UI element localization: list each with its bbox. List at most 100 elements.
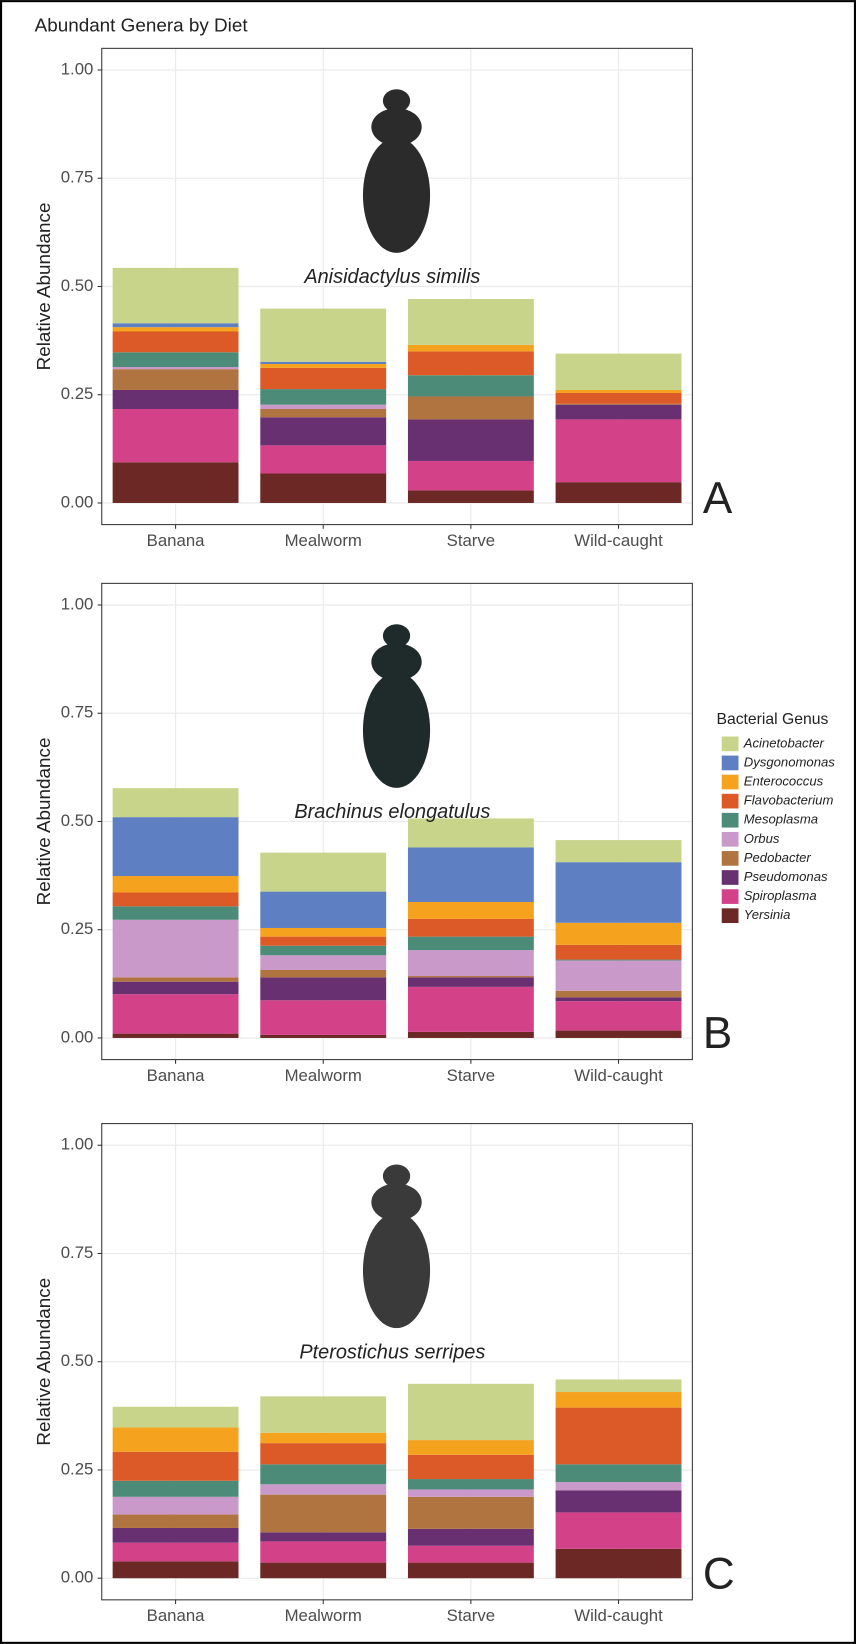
bar-segment (408, 1497, 534, 1529)
y-tick-label: 0.25 (61, 384, 94, 403)
y-axis-label: Relative Abundance (34, 738, 55, 906)
bar-segment (113, 352, 239, 367)
bar-segment (260, 1443, 386, 1464)
bar-segment (260, 368, 386, 389)
beetle-abdomen (363, 138, 430, 253)
bar-segment (260, 474, 386, 503)
bar-segment (113, 327, 239, 331)
bar-segment (556, 923, 682, 945)
x-tick-label: Starve (447, 531, 495, 550)
bar-segment (260, 1396, 386, 1432)
y-tick-label: 0.75 (61, 168, 94, 187)
bar-segment (113, 920, 239, 978)
x-tick-label: Banana (147, 1066, 205, 1085)
bar-segment (556, 482, 682, 503)
bar-segment (408, 345, 534, 351)
bar-segment (556, 1512, 682, 1548)
bar-segment (408, 1032, 534, 1038)
bar-segment (260, 1541, 386, 1562)
bar-segment (260, 389, 386, 405)
bar-segment (556, 1482, 682, 1490)
bar-segment (260, 928, 386, 937)
x-tick-label: Wild-caught (574, 531, 663, 550)
bar-segment (556, 862, 682, 923)
bar-segment (260, 853, 386, 892)
legend-swatch (722, 794, 739, 809)
panel-label: C (703, 1549, 735, 1598)
bar-segment (113, 1407, 239, 1428)
bar-segment (556, 393, 682, 404)
y-tick-label: 0.25 (61, 919, 94, 938)
bar-segment (408, 351, 534, 375)
bar-segment (556, 960, 682, 990)
bar-segment (556, 1490, 682, 1512)
legend-label: Pedobacter (744, 850, 812, 865)
bar-segment (408, 396, 534, 419)
figure: Abundant Genera by Diet Bacterial Genus … (0, 0, 856, 1644)
bar-segment (556, 997, 682, 1001)
bar-segment (113, 788, 239, 817)
bar-segment (113, 268, 239, 323)
x-tick-label: Wild-caught (574, 1066, 663, 1085)
bar-segment (556, 419, 682, 482)
bar-segment (260, 937, 386, 946)
y-axis-label: Relative Abundance (34, 1278, 55, 1446)
bar-segment (260, 417, 386, 445)
bar-segment (408, 1489, 534, 1496)
y-tick-label: 0.50 (61, 276, 94, 295)
beetle-abdomen (363, 673, 430, 788)
bar-segment (556, 1379, 682, 1392)
bar-segment (113, 390, 239, 409)
bar-segment (408, 1384, 534, 1440)
bar-segment (260, 1000, 386, 1035)
bar-segment (260, 362, 386, 364)
beetle-head (383, 624, 410, 647)
bar-segment (556, 1549, 682, 1578)
bar-segment (556, 404, 682, 405)
bar-segment (260, 445, 386, 473)
bar-segment (260, 1495, 386, 1533)
figure-title: Abundant Genera by Diet (35, 15, 249, 36)
bar-segment (556, 1001, 682, 1030)
bar-segment (113, 332, 239, 353)
bar-segment (260, 955, 386, 970)
bar-segment (556, 1408, 682, 1465)
bar-segment (260, 892, 386, 928)
bar-segment (113, 367, 239, 369)
bar-segment (113, 462, 239, 503)
bar-segment (260, 309, 386, 362)
y-tick-label: 1.00 (61, 594, 94, 613)
y-tick-label: 0.00 (61, 1027, 94, 1046)
bar-segment (260, 405, 386, 409)
x-tick-label: Starve (447, 1066, 495, 1085)
legend-label: Acinetobacter (743, 735, 825, 750)
legend-swatch (722, 851, 739, 866)
legend-label: Mesoplasma (744, 812, 818, 827)
beetle-thorax (371, 1183, 421, 1221)
bar-segment (408, 375, 534, 396)
bar-segment (408, 1479, 534, 1489)
bar-segment (408, 950, 534, 976)
bar-segment (408, 976, 534, 977)
bar-segment (408, 1563, 534, 1579)
beetle-thorax (371, 108, 421, 146)
bar-segment (556, 991, 682, 997)
legend-label: Orbus (744, 831, 780, 846)
y-tick-label: 0.00 (61, 1568, 94, 1587)
bar-segment (113, 1452, 239, 1481)
panel-label: A (703, 474, 733, 523)
y-tick-label: 0.25 (61, 1459, 94, 1478)
bar-segment (408, 299, 534, 345)
bar-segment (113, 817, 239, 876)
x-tick-label: Mealworm (285, 531, 362, 550)
bar-segment (113, 892, 239, 906)
bar-segment (260, 1433, 386, 1443)
y-tick-label: 1.00 (61, 59, 94, 78)
panel-label: B (703, 1009, 732, 1058)
bar-segment (408, 490, 534, 503)
bar-segment (260, 1563, 386, 1579)
bar-segment (408, 977, 534, 987)
bar-segment (113, 982, 239, 995)
bar-segment (556, 1392, 682, 1408)
bar-segment (408, 1546, 534, 1563)
